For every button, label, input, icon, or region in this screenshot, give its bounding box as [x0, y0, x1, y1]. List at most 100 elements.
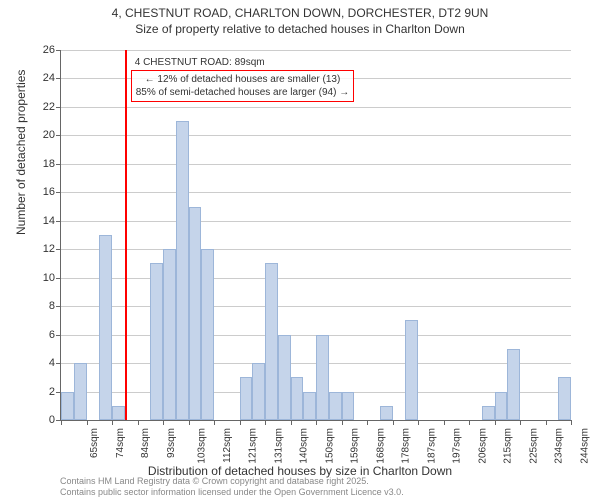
histogram-bar: [507, 349, 520, 420]
y-tick-label: 18: [25, 158, 55, 170]
y-tick: [56, 306, 61, 307]
histogram-bar: [61, 392, 74, 420]
x-tick: [495, 420, 496, 425]
y-tick-label: 4: [25, 357, 55, 369]
histogram-bar: [163, 249, 176, 420]
grid-line: [61, 249, 571, 250]
grid-line: [61, 135, 571, 136]
title-line-1: 4, CHESTNUT ROAD, CHARLTON DOWN, DORCHES…: [0, 6, 600, 22]
y-tick: [56, 107, 61, 108]
y-tick: [56, 78, 61, 79]
x-tick-label: 215sqm: [503, 428, 514, 464]
footer-line-1: Contains HM Land Registry data © Crown c…: [60, 476, 404, 487]
y-tick: [56, 249, 61, 250]
histogram-bar: [495, 392, 508, 420]
y-tick: [56, 192, 61, 193]
histogram-bar: [316, 335, 329, 420]
x-tick-label: 159sqm: [350, 428, 361, 464]
title-block: 4, CHESTNUT ROAD, CHARLTON DOWN, DORCHES…: [0, 0, 600, 37]
x-tick-label: 103sqm: [197, 428, 208, 464]
x-tick: [61, 420, 62, 425]
x-tick-label: 234sqm: [554, 428, 565, 464]
y-tick: [56, 50, 61, 51]
footer-line-2: Contains public sector information licen…: [60, 487, 404, 498]
y-tick-label: 14: [25, 215, 55, 227]
x-tick-label: 84sqm: [140, 428, 151, 458]
x-tick: [418, 420, 419, 425]
annotation-stats-line-2: 85% of semi-detached houses are larger (…: [136, 86, 349, 99]
histogram-bar: [558, 377, 571, 420]
annotation-stats-line-1: ← 12% of detached houses are smaller (13…: [136, 73, 349, 86]
x-tick: [214, 420, 215, 425]
histogram-bar: [342, 392, 355, 420]
y-tick-label: 22: [25, 101, 55, 113]
y-tick-label: 16: [25, 186, 55, 198]
y-tick-label: 8: [25, 300, 55, 312]
grid-line: [61, 164, 571, 165]
x-tick: [112, 420, 113, 425]
y-tick: [56, 363, 61, 364]
histogram-bar: [201, 249, 214, 420]
x-tick-label: 150sqm: [324, 428, 335, 464]
reference-vline: [125, 50, 127, 420]
x-tick: [571, 420, 572, 425]
x-tick: [163, 420, 164, 425]
y-tick: [56, 335, 61, 336]
histogram-bar: [150, 263, 163, 420]
histogram-bar: [291, 377, 304, 420]
histogram-bar: [405, 320, 418, 420]
x-tick-label: 65sqm: [89, 428, 100, 458]
y-tick-label: 24: [25, 72, 55, 84]
x-tick-label: 93sqm: [166, 428, 177, 458]
x-tick-label: 121sqm: [248, 428, 259, 464]
y-tick-label: 0: [25, 414, 55, 426]
grid-line: [61, 306, 571, 307]
x-tick: [87, 420, 88, 425]
histogram-bar: [99, 235, 112, 420]
x-tick-label: 178sqm: [401, 428, 412, 464]
histogram-bar: [74, 363, 87, 420]
y-tick: [56, 221, 61, 222]
grid-line: [61, 50, 571, 51]
title-line-2: Size of property relative to detached ho…: [0, 22, 600, 38]
y-tick-label: 10: [25, 272, 55, 284]
histogram-bar: [112, 406, 125, 420]
grid-line: [61, 107, 571, 108]
histogram-bar: [482, 406, 495, 420]
histogram-bar: [265, 263, 278, 420]
x-tick: [469, 420, 470, 425]
x-tick: [393, 420, 394, 425]
x-tick-label: 168sqm: [375, 428, 386, 464]
x-tick-label: 112sqm: [221, 428, 232, 463]
grid-line: [61, 192, 571, 193]
x-tick-label: 244sqm: [579, 428, 590, 464]
x-tick: [520, 420, 521, 425]
histogram-bar: [303, 392, 316, 420]
footer: Contains HM Land Registry data © Crown c…: [60, 476, 404, 498]
x-tick-label: 206sqm: [477, 428, 488, 464]
x-tick: [316, 420, 317, 425]
y-tick: [56, 135, 61, 136]
chart-area: 0246810121416182022242665sqm74sqm84sqm93…: [60, 50, 570, 420]
x-tick-label: 187sqm: [426, 428, 437, 464]
x-tick-label: 131sqm: [273, 428, 284, 464]
histogram-bar: [252, 363, 265, 420]
y-tick-label: 2: [25, 386, 55, 398]
histogram-bar: [329, 392, 342, 420]
y-tick-label: 26: [25, 44, 55, 56]
x-tick: [291, 420, 292, 425]
x-tick: [342, 420, 343, 425]
x-tick-label: 197sqm: [452, 428, 463, 464]
y-axis-label: Number of detached properties: [14, 70, 28, 235]
histogram-bar: [240, 377, 253, 420]
histogram-bar: [176, 121, 189, 420]
x-tick: [265, 420, 266, 425]
x-tick: [444, 420, 445, 425]
y-tick-label: 20: [25, 129, 55, 141]
x-tick-label: 225sqm: [528, 428, 539, 464]
y-tick-label: 12: [25, 243, 55, 255]
x-tick: [240, 420, 241, 425]
x-tick: [546, 420, 547, 425]
grid-line: [61, 221, 571, 222]
annotation-property: 4 CHESTNUT ROAD: 89sqm: [131, 54, 269, 71]
